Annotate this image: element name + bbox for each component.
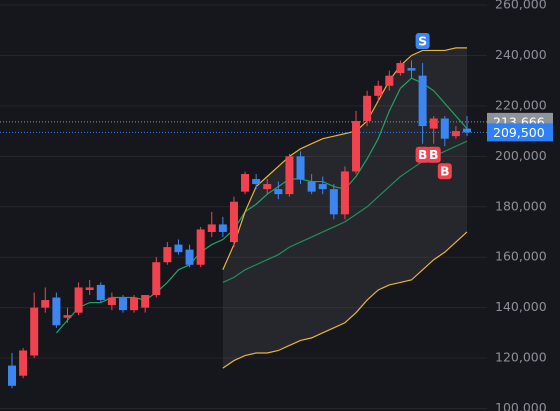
signal-marker: S [415, 33, 430, 50]
price-label-box [487, 123, 553, 142]
price-label: 209,500 [493, 125, 545, 140]
candle-body [52, 297, 61, 326]
candle-body [285, 156, 294, 195]
y-tick-label: 180,000 [495, 198, 547, 213]
y-tick-label: 160,000 [495, 249, 547, 264]
candle-body [163, 247, 172, 263]
y-tick-label: 240,000 [495, 47, 547, 62]
indicator-line [222, 231, 468, 369]
indicator-line [222, 47, 467, 271]
signal-label: B [418, 147, 428, 162]
candle-body [30, 307, 39, 356]
candle-body [274, 189, 283, 195]
candle-body [174, 244, 183, 253]
y-tick-label: 220,000 [495, 97, 547, 112]
candle-body [296, 156, 305, 180]
candle-body [85, 287, 94, 290]
signal-marker: B [426, 146, 441, 163]
candle-body [318, 184, 327, 190]
signal-label: S [418, 34, 427, 49]
signal-marker: B [437, 163, 452, 180]
candle-body [396, 63, 405, 74]
y-tick-label: 120,000 [495, 350, 547, 365]
candle-body [185, 249, 194, 265]
candle-body [451, 131, 460, 137]
candle-body [96, 284, 105, 301]
signal-label: B [429, 147, 439, 162]
candle-body [418, 75, 427, 127]
candle-body [440, 118, 449, 139]
candle-body [340, 171, 349, 215]
signal-badge [415, 146, 430, 163]
candle-body [63, 315, 72, 318]
candle-body [374, 85, 383, 96]
candle-body [407, 68, 416, 71]
candle-body [229, 201, 238, 243]
candle-body [118, 297, 127, 311]
candle-body [263, 184, 272, 190]
signal-badge [426, 146, 441, 163]
candle-body [141, 295, 150, 308]
candle-body [385, 75, 394, 86]
signal-badge [437, 163, 452, 180]
signal-marker: B [415, 146, 430, 163]
candle-body [307, 181, 316, 192]
signal-label: B [440, 164, 450, 179]
candle-body [8, 365, 16, 386]
candle-body [463, 128, 471, 133]
candle-body [241, 173, 250, 192]
y-tick-label: 260,000 [495, 0, 547, 12]
candle-body [19, 350, 28, 376]
candle-body [196, 229, 205, 265]
candle-body [218, 224, 227, 232]
y-tick-label: 100,000 [495, 400, 547, 411]
y-tick-label: 140,000 [495, 299, 547, 314]
candle-body [74, 287, 83, 313]
candle-body [252, 179, 261, 185]
y-tick-label: 200,000 [495, 148, 547, 163]
candle-body [207, 224, 216, 232]
signal-badge [415, 33, 430, 50]
candle-body [352, 121, 361, 172]
candle-body [152, 262, 161, 296]
candle-body [130, 297, 139, 311]
candle-body [363, 95, 372, 122]
candle-body [41, 300, 50, 308]
candle-body [429, 118, 438, 129]
candle-body [107, 297, 116, 306]
candle-body [329, 189, 338, 215]
